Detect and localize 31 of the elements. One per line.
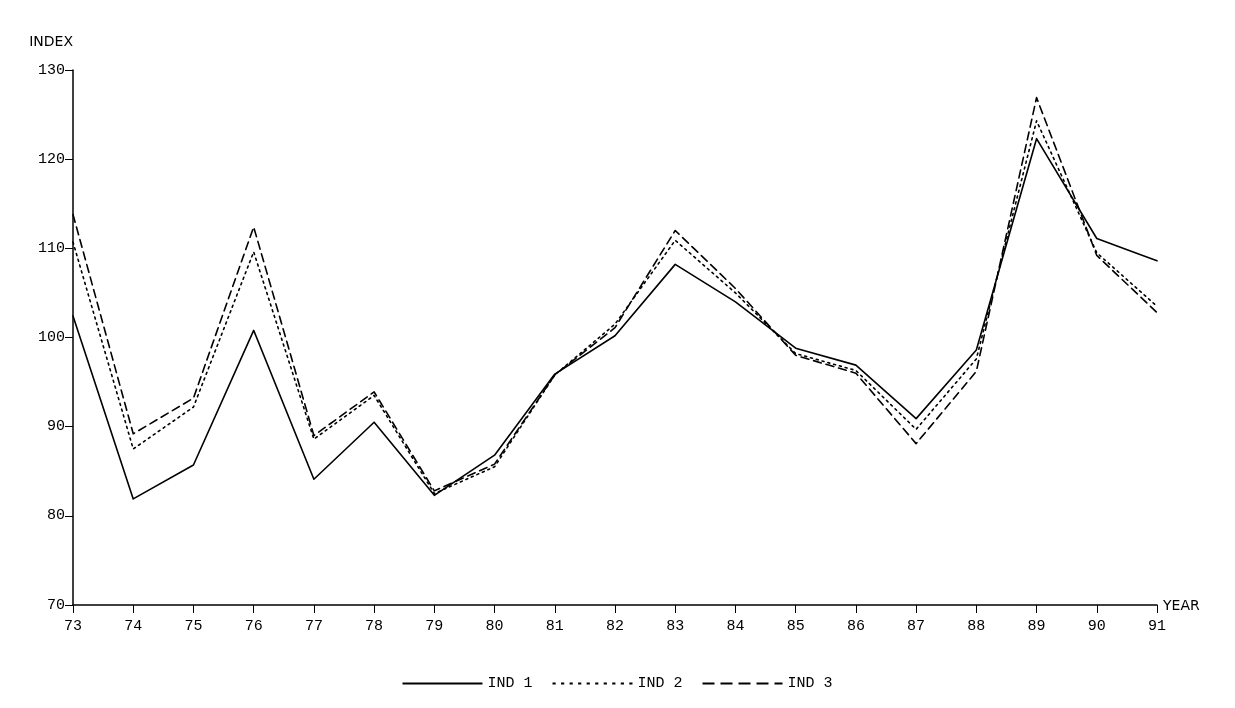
- x-tick-label: 83: [666, 618, 685, 635]
- x-tick-label: 79: [425, 618, 444, 635]
- y-tick-label: 70: [46, 596, 65, 614]
- x-tick-label: 82: [605, 618, 625, 635]
- y-tick-label: 130: [37, 61, 65, 79]
- x-tick-label: 73: [63, 618, 83, 635]
- y-tick-label: 120: [37, 150, 65, 168]
- y-tick-label: 100: [37, 329, 65, 346]
- x-tick-label: 85: [786, 618, 805, 635]
- x-tick-label: 88: [967, 618, 986, 635]
- y-axis-title: INDEX: [29, 33, 74, 49]
- x-tick-label: 87: [907, 618, 926, 635]
- x-tick-label: 84: [726, 618, 745, 635]
- legend-label: IND 2: [637, 675, 683, 692]
- x-axis-title: YEAR: [1162, 597, 1200, 613]
- x-tick-label: 90: [1087, 618, 1106, 635]
- x-tick-label: 75: [184, 618, 203, 635]
- y-tick-label: 80: [46, 507, 65, 525]
- legend-label: IND 1: [487, 675, 533, 692]
- x-tick-label: 78: [365, 618, 384, 635]
- x-tick-label: 77: [304, 618, 323, 635]
- x-tick-label: 86: [846, 618, 865, 635]
- x-tick-label: 80: [485, 618, 504, 635]
- x-tick-label: 74: [124, 618, 143, 635]
- y-tick-label: 110: [37, 239, 65, 257]
- legend-label: IND 3: [787, 675, 833, 692]
- x-tick-label: 81: [545, 618, 564, 635]
- x-tick-label: 76: [244, 618, 263, 635]
- y-tick-label: 90: [46, 418, 65, 436]
- x-tick-label: 91: [1147, 618, 1167, 635]
- x-tick-label: 89: [1027, 618, 1046, 635]
